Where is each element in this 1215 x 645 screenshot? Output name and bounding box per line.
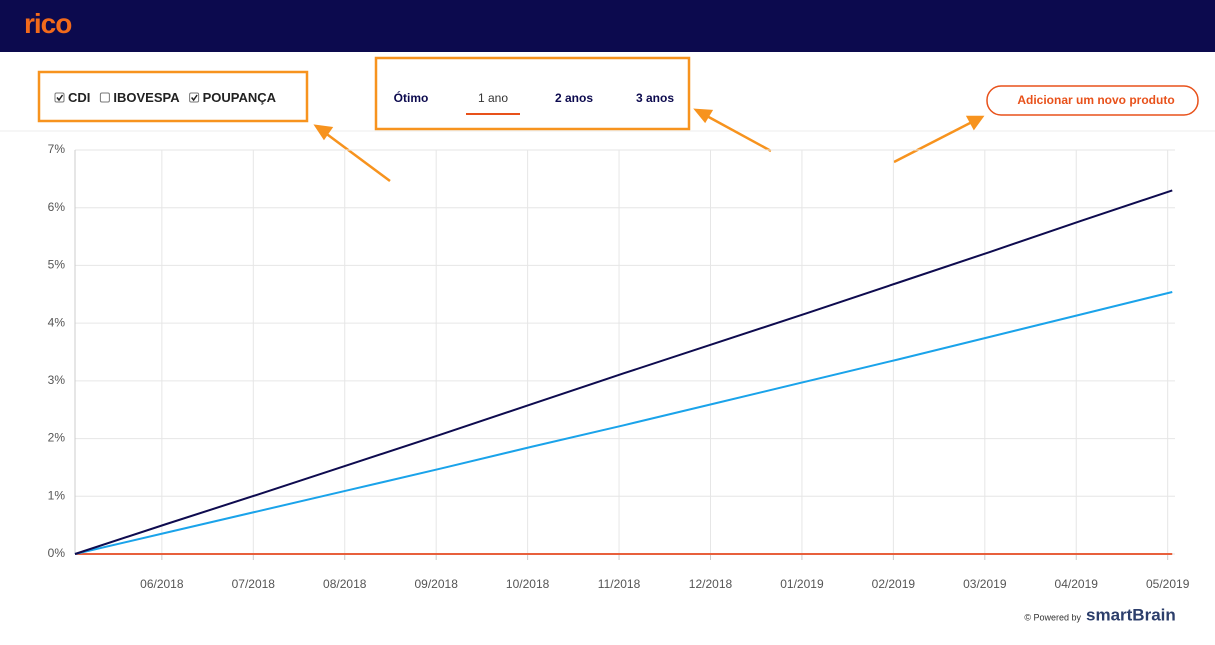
y-tick-label: 3%: [48, 373, 66, 387]
x-tick-label: 07/2018: [232, 577, 276, 591]
checkbox[interactable]: [54, 92, 65, 103]
x-tick-label: 10/2018: [506, 577, 550, 591]
highlight-box: [374, 56, 691, 131]
x-tick-label: 12/2018: [689, 577, 733, 591]
period-option[interactable]: 2 anos: [555, 91, 593, 105]
checkbox[interactable]: [99, 92, 110, 103]
y-tick-label: 2%: [48, 431, 66, 445]
x-tick-label: 03/2019: [963, 577, 1007, 591]
period-option[interactable]: 3 anos: [636, 91, 674, 105]
button-label[interactable]: Adicionar um novo produto: [1017, 93, 1174, 107]
x-tick-label: 04/2019: [1055, 577, 1099, 591]
y-tick-label: 1%: [48, 488, 66, 502]
series-line: [74, 291, 1173, 555]
filter-label[interactable]: POUPANÇA: [203, 90, 277, 105]
x-tick-label: 05/2019: [1146, 577, 1190, 591]
x-tick-label: 08/2018: [323, 577, 367, 591]
x-tick-label: 02/2019: [872, 577, 916, 591]
y-tick-label: 0%: [48, 546, 66, 560]
y-tick-label: 7%: [48, 142, 66, 156]
series-line: [74, 189, 1173, 555]
check-mark: [191, 94, 198, 102]
highlight-box: [37, 70, 309, 123]
y-tick-label: 6%: [48, 200, 66, 214]
check-mark: [56, 94, 64, 102]
header-bar: rico: [0, 0, 1215, 52]
x-tick-label: 06/2018: [140, 577, 184, 591]
x-tick-label: 01/2019: [780, 577, 824, 591]
y-tick-label: 5%: [48, 258, 66, 272]
powered-by: © Powered by: [1024, 612, 1081, 622]
period-option[interactable]: Ótimo: [394, 90, 429, 105]
x-tick-label: 09/2018: [414, 577, 458, 591]
filter-label[interactable]: IBOVESPA: [113, 90, 180, 105]
checkbox[interactable]: [189, 92, 200, 103]
y-tick-label: 4%: [48, 315, 66, 329]
arrows: [313, 108, 985, 183]
brand: smartBrain: [1086, 605, 1176, 624]
filter-label[interactable]: CDI: [68, 90, 90, 105]
logo[interactable]: rico: [24, 8, 72, 39]
x-tick-label: 11/2018: [598, 577, 641, 591]
period-option[interactable]: 1 ano: [478, 91, 508, 105]
add-product-button[interactable]: [986, 85, 1199, 116]
